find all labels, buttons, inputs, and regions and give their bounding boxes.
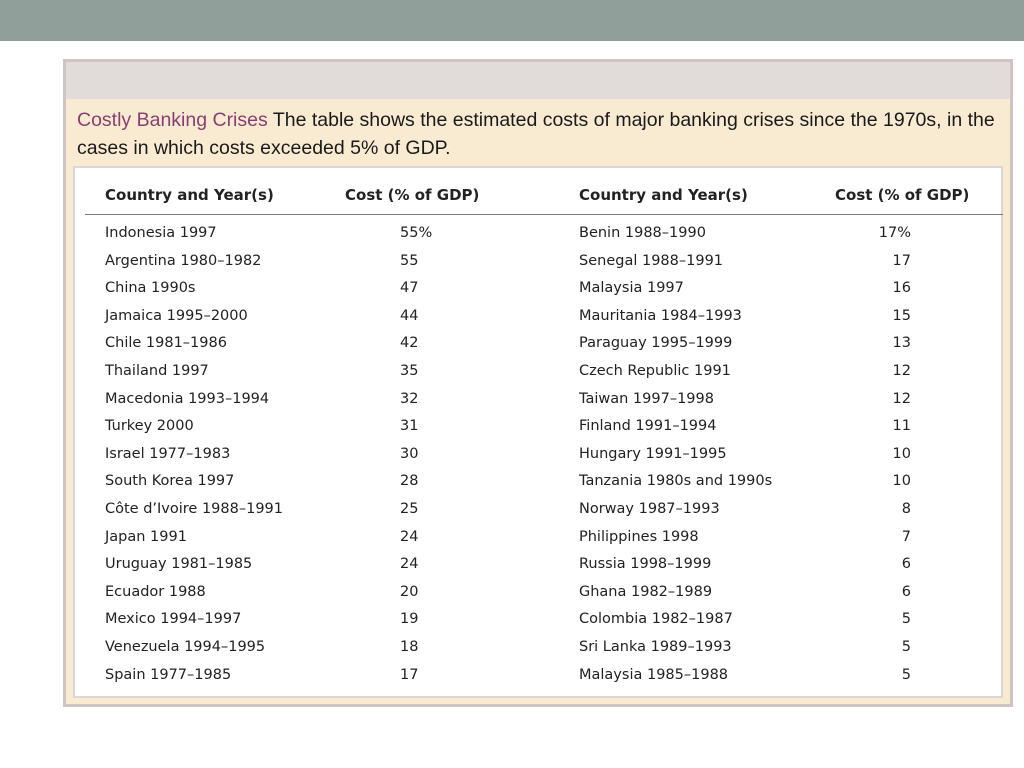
table-cell-country: Colombia 1982–1987 [579, 611, 733, 628]
figure-panel: Costly Banking Crises The table shows th… [63, 59, 1013, 707]
table-cell-cost: 30 [400, 445, 419, 462]
table-cell-country: Ghana 1982–1989 [579, 583, 713, 600]
table-cell-country: Taiwan 1997–1998 [579, 390, 714, 407]
table-cell-country: Israel 1977–1983 [105, 445, 231, 462]
table-cell-cost: 19 [400, 611, 419, 628]
table-cell-country: Mauritania 1984–1993 [579, 307, 742, 324]
table-cell-country: Macedonia 1993–1994 [105, 390, 270, 407]
table-cell-cost: 11 [892, 418, 911, 435]
table-cell-cost: 10 [892, 445, 911, 462]
figure-caption: Costly Banking Crises The table shows th… [77, 106, 997, 162]
table-cell-cost: 15 [892, 307, 911, 324]
table-cell-country: Benin 1988–1990 [579, 225, 706, 241]
header-cost-left: Cost (% of GDP) [345, 186, 480, 204]
table-cell-cost: 10 [892, 473, 911, 490]
table-cell-cost: 12 [892, 362, 911, 379]
panel-header-strip [66, 62, 1010, 99]
header-cost-right: Cost (% of GDP) [835, 186, 970, 204]
table-cell-country: Japan 1991 [105, 528, 187, 545]
caption-text: The table shows the estimated costs of m… [77, 109, 995, 159]
table-cell-country: Senegal 1988–1991 [579, 252, 724, 269]
table-cell-cost: 42 [400, 335, 419, 352]
table-cell-cost: 17 [892, 252, 911, 269]
table-cell-cost: 44 [400, 307, 419, 324]
table-cell-country: Paraguay 1995–1999 [579, 335, 733, 352]
rows-cost-left: 55% 55 47 44 42 35 32 31 30 28 25 24 24 20 19 18 17 [400, 220, 450, 689]
table-cell-country: Côte d’Ivoire 1988–1991 [105, 500, 284, 517]
table-cell-cost: 16 [892, 280, 911, 297]
table-cell-country: China 1990s [105, 280, 196, 297]
table-cell-cost: 55% [400, 225, 433, 241]
table-cell-cost: 12 [892, 390, 911, 407]
table-cell-cost: 17 [400, 666, 419, 683]
header-country-right: Country and Year(s) [579, 186, 748, 204]
header-rule [85, 214, 1003, 215]
table-cell-country: Malaysia 1997 [579, 280, 684, 297]
table-cell-country: Russia 1998–1999 [579, 556, 712, 573]
table-cell-cost: 24 [400, 528, 419, 545]
table-cell-cost: 5 [901, 638, 911, 655]
rows-country-left: Indonesia 1997 Argentina 1980–1982 China 1… [105, 220, 283, 689]
table-cell-country: Indonesia 1997 [105, 225, 217, 241]
rows-country-right: Benin 1988–1990 Senegal 1988–1991 Malaysia… [579, 220, 772, 689]
table-cell-cost: 24 [400, 556, 419, 573]
table-cell-country: Venezuela 1994–1995 [105, 638, 266, 655]
table-cell-country: Malaysia 1985–1988 [579, 666, 729, 683]
table-cell-cost: 13 [892, 335, 911, 352]
banking-crises-table: Country and Year(s) Indonesia 1997 Argent… [73, 166, 1003, 698]
table-cell-country: Norway 1987–1993 [579, 500, 720, 517]
table-cell-country: Philippines 1998 [579, 528, 699, 545]
table-cell-cost: 8 [901, 500, 911, 517]
table-cell-cost: 5 [901, 666, 911, 683]
table-cell-cost: 28 [400, 473, 419, 490]
table-cell-country: Ecuador 1988 [105, 583, 206, 600]
table-cell-cost: 20 [400, 583, 419, 600]
table-cell-cost: 17% [878, 225, 911, 241]
table-cell-cost: 6 [901, 583, 911, 600]
table-cell-country: Argentina 1980–1982 [105, 252, 262, 269]
table-cell-country: Tanzania 1980s and 1990s [579, 473, 773, 490]
table-cell-country: South Korea 1997 [105, 473, 235, 490]
table-cell-cost: 47 [400, 280, 419, 297]
table-cell-country: Sri Lanka 1989–1993 [579, 638, 732, 655]
table-cell-cost: 25 [400, 500, 419, 517]
table-cell-country: Chile 1981–1986 [105, 335, 227, 352]
table-cell-cost: 5 [901, 611, 911, 628]
header-country-left: Country and Year(s) [105, 186, 274, 204]
table-cell-cost: 6 [901, 556, 911, 573]
rows-cost-right: 17% 17 16 15 13 12 12 11 10 10 8 7 6 6 5 5 5 [835, 220, 911, 689]
table-cell-country: Thailand 1997 [105, 362, 209, 379]
table-cell-country: Czech Republic 1991 [579, 362, 731, 379]
table-cell-cost: 31 [400, 418, 419, 435]
table-cell-cost: 55 [400, 252, 419, 269]
table-cell-country: Finland 1991–1994 [579, 418, 717, 435]
table-cell-cost: 35 [400, 362, 419, 379]
table-cell-country: Hungary 1991–1995 [579, 445, 727, 462]
table-cell-country: Jamaica 1995–2000 [105, 307, 248, 324]
table-cell-country: Spain 1977–1985 [105, 666, 232, 683]
table-cell-country: Uruguay 1981–1985 [105, 556, 253, 573]
slide-top-bar [0, 0, 1024, 41]
table-cell-cost: 32 [400, 390, 419, 407]
table-cell-cost: 18 [400, 638, 419, 655]
table-cell-country: Turkey 2000 [105, 418, 194, 435]
caption-title: Costly Banking Crises [77, 109, 268, 131]
table-cell-cost: 7 [901, 528, 911, 545]
table-cell-country: Mexico 1994–1997 [105, 611, 242, 628]
